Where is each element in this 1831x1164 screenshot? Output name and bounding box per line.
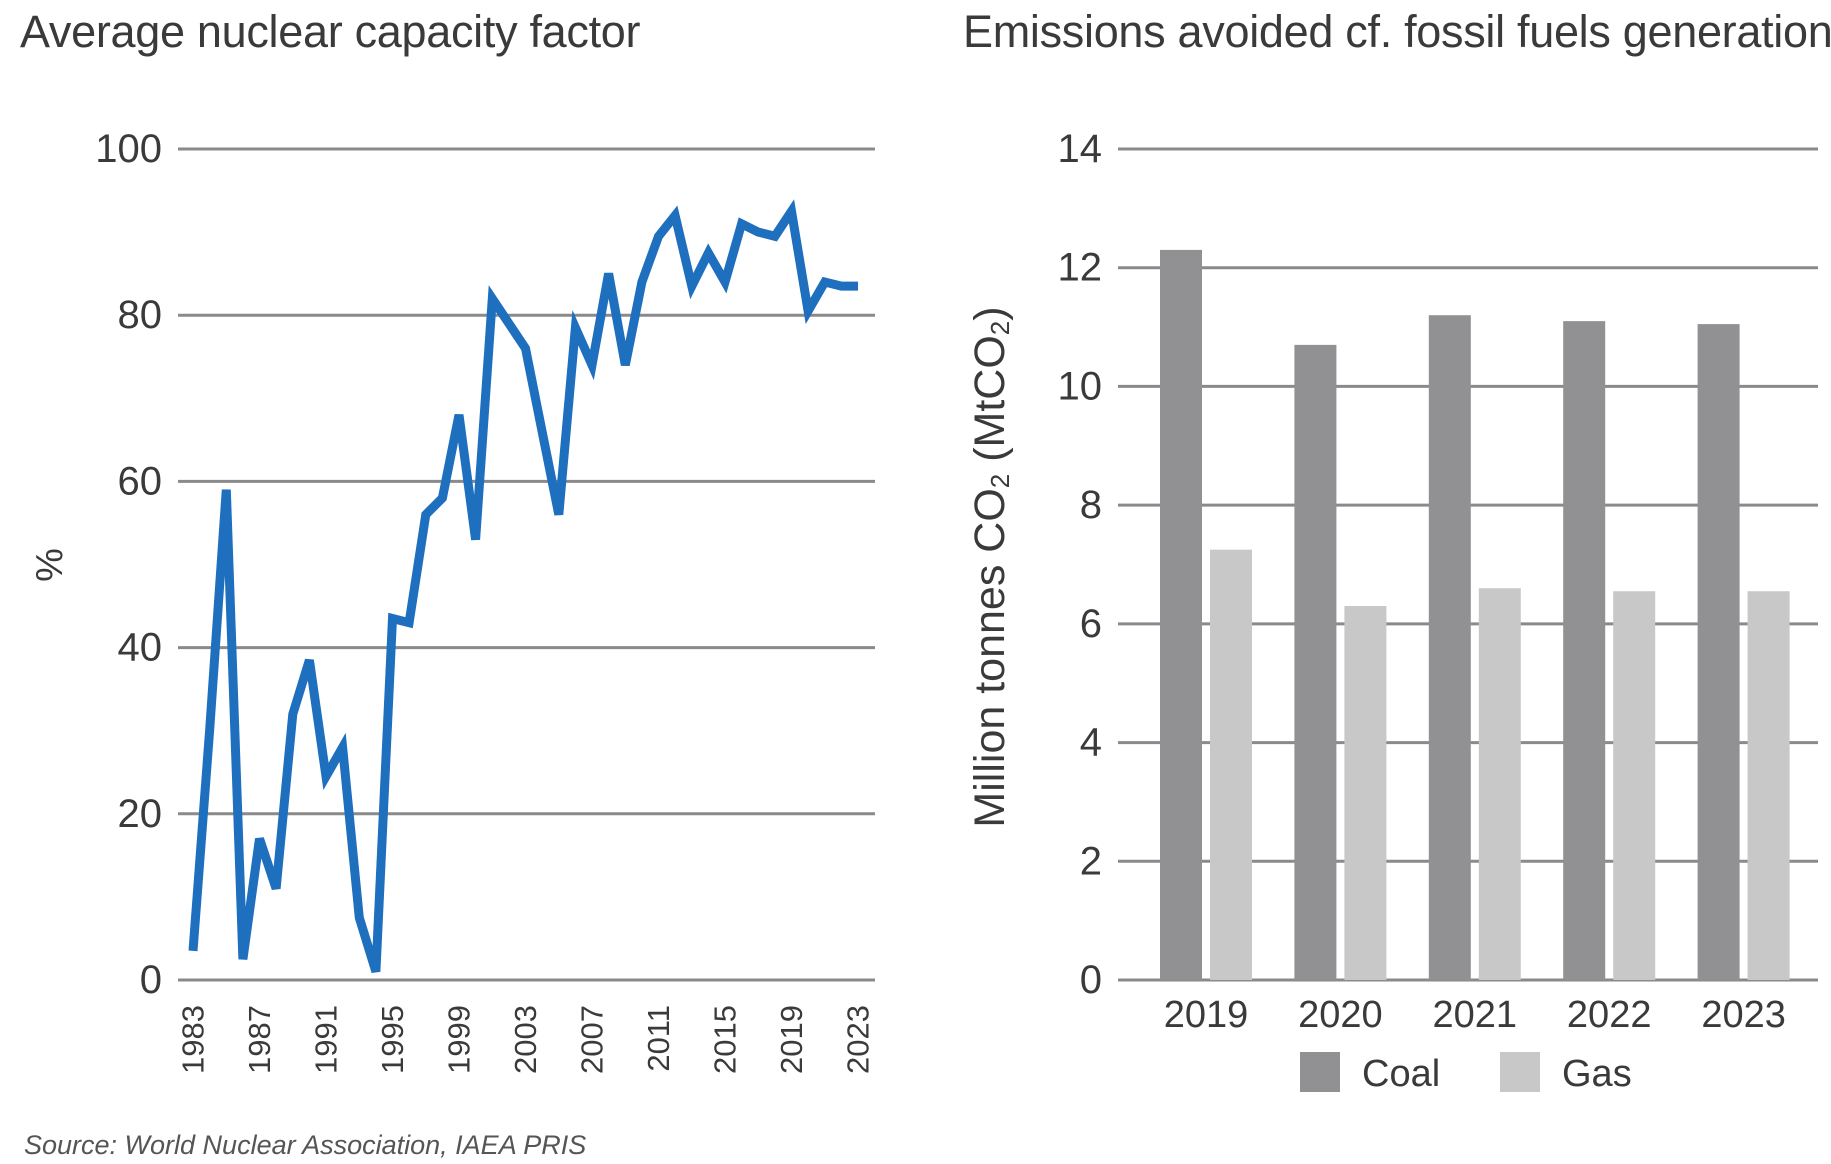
right-y-tick-label: 14 bbox=[1058, 127, 1103, 171]
bar-gas-2022 bbox=[1613, 591, 1656, 980]
legend-label-gas: Gas bbox=[1562, 1053, 1632, 1095]
right-y-tick-label: 8 bbox=[1080, 483, 1102, 527]
y-label-sub1: 2 bbox=[985, 474, 1015, 488]
left-x-tick-label: 2007 bbox=[575, 1005, 610, 1074]
left-y-tick-label: 20 bbox=[118, 792, 163, 836]
bar-gas-2020 bbox=[1344, 606, 1387, 980]
legend-swatch-coal bbox=[1300, 1052, 1340, 1092]
legend-swatch-gas bbox=[1500, 1052, 1540, 1092]
left-y-tick-label: 60 bbox=[118, 459, 163, 503]
left-x-tick-label: 1995 bbox=[375, 1005, 410, 1074]
left-chart-title: Average nuclear capacity factor bbox=[20, 6, 641, 57]
left-x-tick-labels: 1983 1987 1991 1995 1999 2003 2007 2011 2015 2019… bbox=[176, 1005, 876, 1074]
left-x-tick-label: 1999 bbox=[442, 1005, 477, 1074]
right-y-tick-label: 4 bbox=[1080, 721, 1102, 765]
right-legend: Coal Gas bbox=[1300, 1052, 1632, 1095]
y-label-close: ) bbox=[966, 306, 1014, 320]
right-y-tick-label: 6 bbox=[1080, 602, 1102, 646]
bar-coal-2023 bbox=[1697, 324, 1740, 980]
left-x-tick-label: 1983 bbox=[176, 1005, 211, 1074]
bar-coal-2022 bbox=[1563, 321, 1606, 980]
bar-gas-2023 bbox=[1747, 591, 1790, 980]
right-x-tick-label: 2021 bbox=[1433, 994, 1518, 1036]
left-x-tick-label: 1987 bbox=[242, 1005, 277, 1074]
right-x-tick-label: 2020 bbox=[1298, 994, 1383, 1036]
bar-gas-2019 bbox=[1210, 549, 1252, 980]
left-x-tick-label: 2015 bbox=[708, 1005, 743, 1074]
left-x-tick-label: 2019 bbox=[774, 1005, 809, 1074]
left-x-tick-label: 2003 bbox=[508, 1005, 543, 1074]
source-note: Source: World Nuclear Association, IAEA … bbox=[24, 1130, 587, 1160]
right-y-tick-label: 0 bbox=[1080, 958, 1102, 1002]
bar-coal-2019 bbox=[1160, 249, 1202, 980]
right-y-tick-label: 10 bbox=[1058, 364, 1103, 408]
bar-coal-2021 bbox=[1428, 315, 1471, 980]
right-x-tick-label: 2022 bbox=[1567, 994, 1652, 1036]
left-y-tick-labels: 0 20 40 60 80 100 bbox=[95, 127, 162, 1002]
left-x-tick-label: 2011 bbox=[641, 1005, 676, 1072]
left-x-tick-label: 1991 bbox=[309, 1005, 344, 1074]
left-y-tick-label: 0 bbox=[140, 958, 162, 1002]
right-x-tick-label: 2019 bbox=[1164, 994, 1249, 1036]
right-bars bbox=[1160, 249, 1790, 981]
legend-label-coal: Coal bbox=[1362, 1053, 1440, 1095]
left-series bbox=[188, 199, 858, 974]
y-label-paren: (MtCO bbox=[966, 335, 1014, 474]
left-y-tick-label: 40 bbox=[118, 626, 163, 670]
right-x-tick-label: 2023 bbox=[1701, 994, 1786, 1036]
right-y-tick-label: 12 bbox=[1058, 246, 1103, 290]
right-chart-title: Emissions avoided cf. fossil fuels gener… bbox=[963, 6, 1831, 57]
y-label-main: Million tonnes CO bbox=[966, 488, 1014, 827]
right-x-tick-labels: 2019 2020 2021 2022 2023 bbox=[1164, 994, 1786, 1036]
capacity-factor-line bbox=[188, 199, 858, 974]
left-x-tick-label: 2023 bbox=[841, 1005, 876, 1074]
bar-coal-2020 bbox=[1294, 344, 1337, 981]
right-y-axis-label: Million tonnes CO2 (MtCO2) bbox=[966, 306, 1015, 827]
left-y-tick-label: 100 bbox=[95, 127, 162, 171]
bar-gas-2021 bbox=[1478, 588, 1521, 980]
y-label-sub2: 2 bbox=[985, 321, 1015, 335]
left-gridlines bbox=[178, 147, 875, 982]
right-y-tick-labels: 0 2 4 6 8 10 12 14 bbox=[1058, 127, 1103, 1002]
right-y-tick-label: 2 bbox=[1080, 839, 1102, 883]
left-y-tick-label: 80 bbox=[118, 293, 163, 337]
left-y-axis-label: % bbox=[29, 548, 71, 582]
